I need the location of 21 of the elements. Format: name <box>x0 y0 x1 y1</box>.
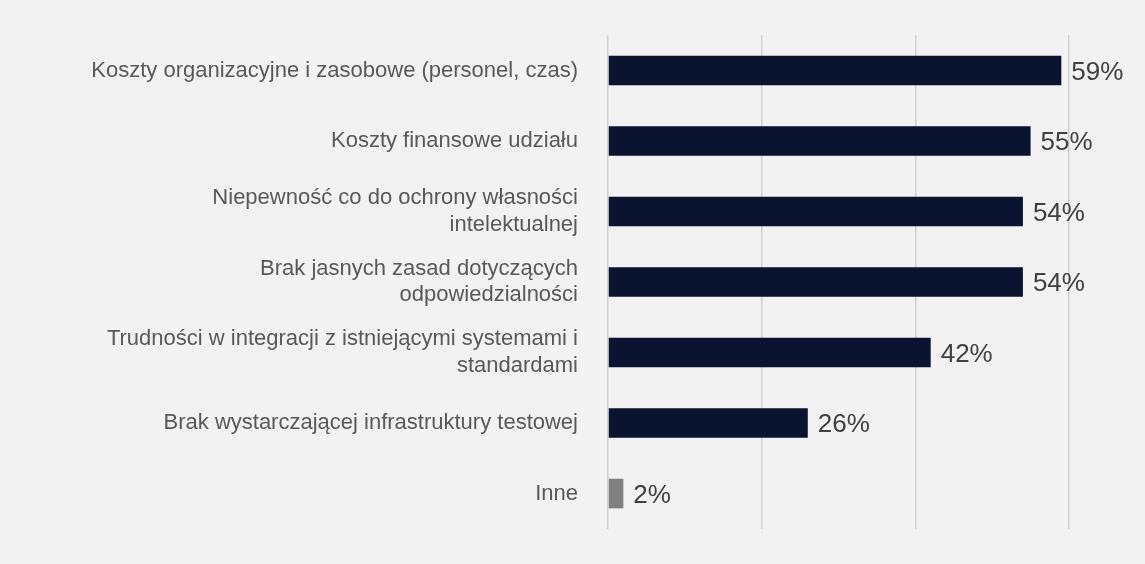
bar <box>608 55 1062 86</box>
bar <box>608 478 624 509</box>
bar <box>608 267 1023 297</box>
bar <box>608 337 931 368</box>
data-label: 55% <box>1040 126 1093 157</box>
data-label: 59% <box>1071 55 1124 86</box>
y-tick-label: Niepewność co do ochrony własności intelektualnej <box>212 184 578 236</box>
y-tick-label: Brak wystarczającej infrastruktury testowej <box>163 409 578 435</box>
data-label: 26% <box>817 408 870 439</box>
y-tick-label: Inne <box>535 479 578 505</box>
y-tick-label: Koszty organizacyjne i zasobowe (personel, czas) <box>91 56 578 82</box>
bar <box>608 408 808 438</box>
data-label: 54% <box>1032 267 1085 298</box>
data-label: 42% <box>940 337 993 368</box>
bar <box>608 126 1031 156</box>
data-label: 2% <box>633 478 671 509</box>
y-tick-label: Trudności w integracji z istniejącymi systemami i standardami <box>106 325 578 377</box>
bar <box>608 196 1023 227</box>
y-tick-label: Brak jasnych zasad dotyczących odpowiedzialności <box>260 254 578 307</box>
y-tick-label: Koszty finansowe udziału <box>330 127 578 153</box>
data-label: 54% <box>1032 196 1085 227</box>
